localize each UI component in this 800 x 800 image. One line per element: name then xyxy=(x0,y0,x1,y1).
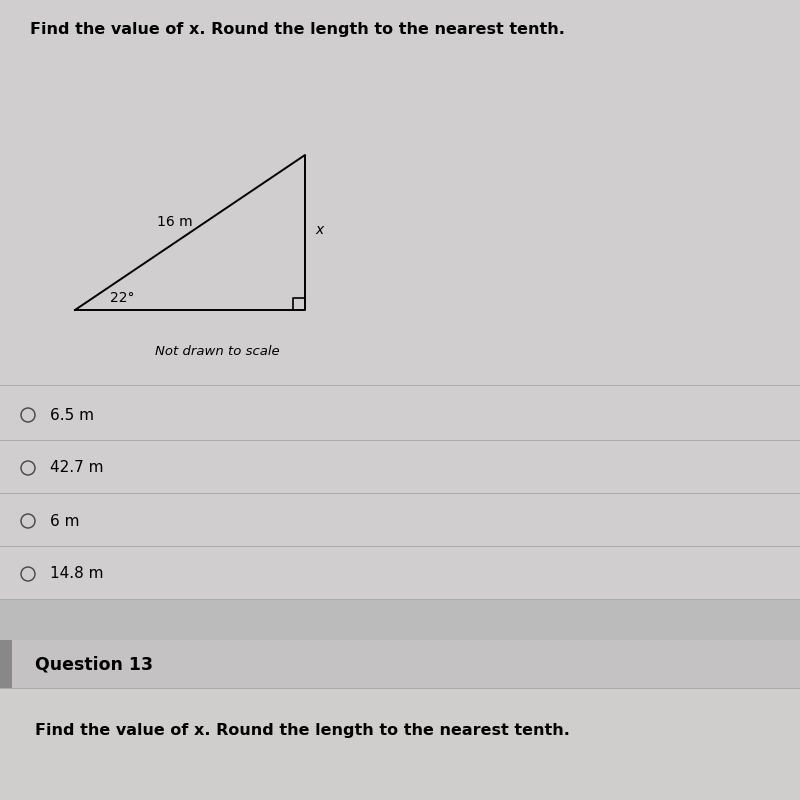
Text: 6.5 m: 6.5 m xyxy=(50,407,94,422)
Bar xyxy=(0,0,800,600)
Text: Not drawn to scale: Not drawn to scale xyxy=(155,345,280,358)
Text: Find the value of x. Round the length to the nearest tenth.: Find the value of x. Round the length to… xyxy=(35,722,570,738)
Bar xyxy=(0,640,12,688)
Text: Question 13: Question 13 xyxy=(35,655,153,673)
Text: Find the value of x. Round the length to the nearest tenth.: Find the value of x. Round the length to… xyxy=(30,22,565,37)
Text: x: x xyxy=(315,223,323,237)
Bar xyxy=(0,640,800,688)
Bar xyxy=(0,600,800,640)
Text: 16 m: 16 m xyxy=(157,215,193,229)
Bar xyxy=(0,688,800,800)
Text: 6 m: 6 m xyxy=(50,514,79,529)
Text: 22°: 22° xyxy=(110,291,134,305)
Text: 14.8 m: 14.8 m xyxy=(50,566,103,582)
Text: 42.7 m: 42.7 m xyxy=(50,461,103,475)
